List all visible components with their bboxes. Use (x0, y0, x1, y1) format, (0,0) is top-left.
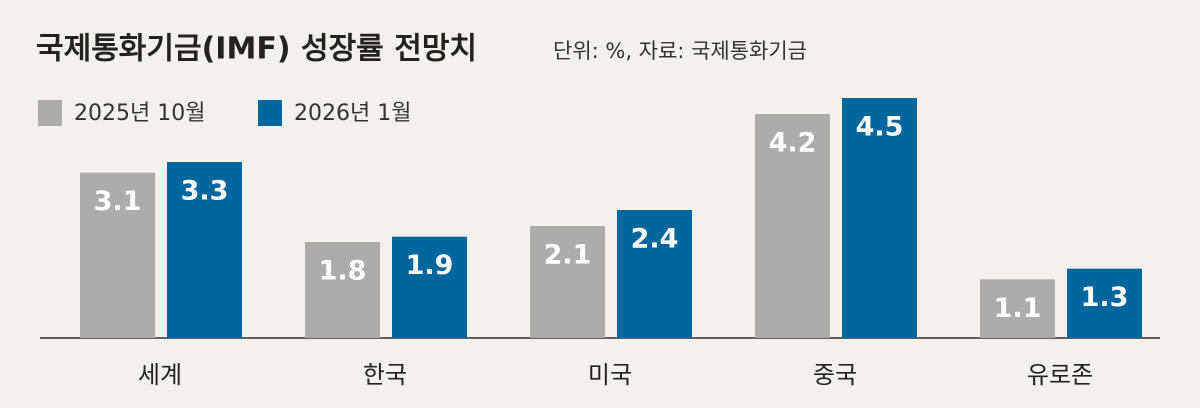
chart-title: 국제통화기금(IMF) 성장률 전망치 (36, 32, 477, 67)
data-label: 4.2 (769, 128, 817, 159)
data-label: 1.1 (994, 293, 1042, 324)
bar (305, 242, 380, 338)
bar (530, 226, 605, 338)
bar (980, 279, 1055, 338)
x-tick-label: 미국 (588, 361, 632, 389)
bar (842, 98, 917, 338)
data-label: 2.4 (631, 224, 679, 255)
data-label: 3.1 (94, 186, 142, 217)
data-label: 3.3 (181, 176, 229, 207)
data-label: 4.5 (856, 112, 904, 143)
data-label: 1.3 (1081, 282, 1129, 313)
bar (755, 114, 830, 338)
bar (167, 162, 242, 338)
bar (80, 172, 155, 338)
bar (392, 236, 467, 338)
x-tick-label: 한국 (363, 361, 407, 389)
x-tick-label: 유로존 (1027, 361, 1093, 389)
legend-swatch (38, 100, 62, 126)
data-label: 2.1 (544, 240, 592, 271)
bar (1067, 268, 1142, 338)
bar (617, 210, 692, 338)
x-tick-label: 중국 (813, 361, 857, 389)
data-label: 1.9 (406, 250, 454, 281)
data-label: 1.8 (319, 256, 367, 287)
chart-subtitle: 단위: %, 자료: 국제통화기금 (553, 39, 807, 63)
legend-label: 2026년 1월 (294, 101, 411, 126)
x-tick-label: 세계 (138, 361, 182, 389)
legend-swatch (258, 100, 282, 126)
legend-label: 2025년 10월 (74, 101, 205, 126)
